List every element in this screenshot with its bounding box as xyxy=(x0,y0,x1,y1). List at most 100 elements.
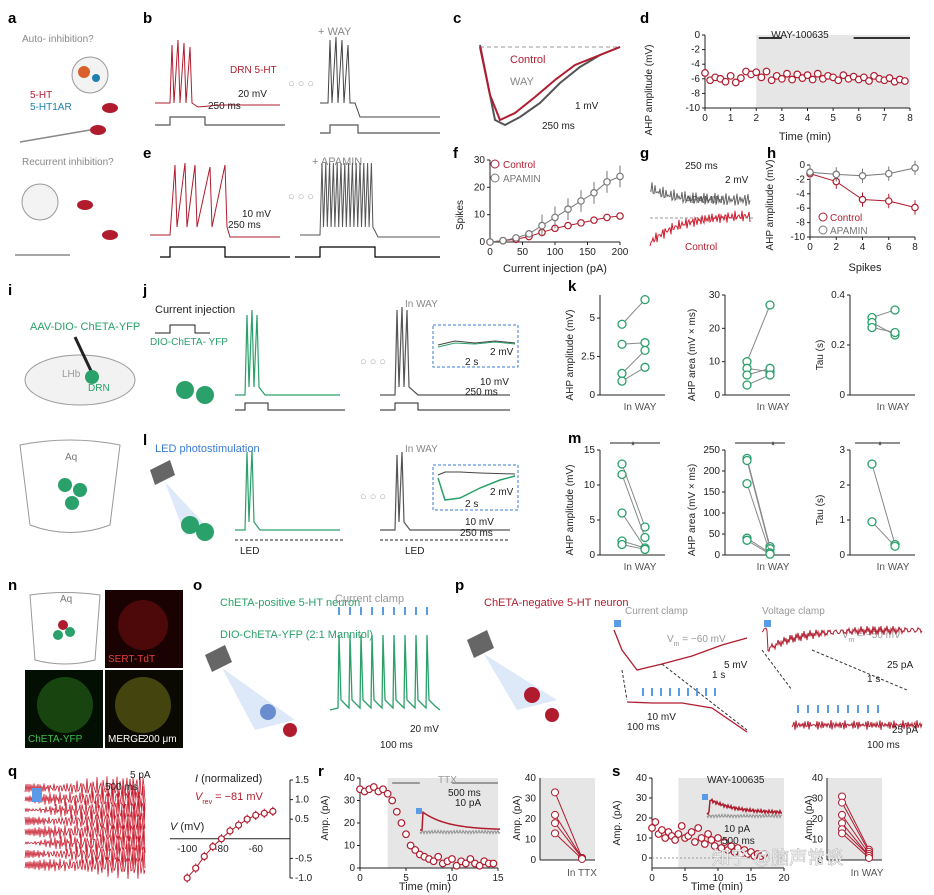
y-tick-label: 10 xyxy=(584,480,596,491)
legend-marker-control xyxy=(818,212,828,222)
x-tick-label: 20 xyxy=(778,873,790,884)
data-point xyxy=(867,322,877,333)
ellipsis-icon: ○ ○ ○ xyxy=(360,356,386,368)
data-point xyxy=(838,798,846,807)
data-point xyxy=(525,230,533,238)
pair-line xyxy=(871,463,896,545)
watermark: 知乎 @脑声常谈 xyxy=(712,848,843,868)
brain-outline-icon xyxy=(24,354,136,406)
scale-mv: 5 mV xyxy=(724,660,748,671)
data-point xyxy=(489,859,498,868)
data-point xyxy=(742,455,752,466)
y-tick-label: 5 xyxy=(589,313,595,324)
aqueduct-label: Aq xyxy=(60,594,72,605)
m-star-3: * xyxy=(878,440,883,452)
y-tick-label: 0 xyxy=(589,390,595,401)
data-point xyxy=(867,517,877,527)
data-point xyxy=(803,71,812,80)
y-tick-label: 40 xyxy=(344,773,356,784)
panel-letter-h: h xyxy=(767,145,777,162)
trace-control xyxy=(150,162,280,238)
y-tick-label: 30 xyxy=(525,794,537,805)
data-point xyxy=(742,380,752,390)
y-tick-label: 20 xyxy=(709,323,721,334)
pair-line xyxy=(841,802,870,853)
trace-zoom-current xyxy=(626,701,748,733)
data-point xyxy=(697,834,706,842)
data-point xyxy=(383,789,392,798)
data-point xyxy=(788,75,797,84)
ramp-traces xyxy=(24,776,146,879)
panel-r: 0 5 10 15 0 10 20 30 40 TTX Amp. (pA) Time (min)… xyxy=(320,773,597,893)
data-point xyxy=(885,74,894,82)
data-point xyxy=(551,213,559,222)
legend-marker-apamin xyxy=(490,173,500,183)
legend-control: Control xyxy=(503,160,535,171)
legend-apamin: APAMIN xyxy=(503,174,541,185)
m-y2-label: AHP area (mV × ms) xyxy=(687,464,698,556)
series xyxy=(806,160,919,215)
y-tick-label: 0 xyxy=(641,853,647,864)
x-tick-label: 8 xyxy=(907,113,913,124)
data-point xyxy=(704,830,712,838)
scale-pa: 25 pA xyxy=(887,660,913,671)
data-point xyxy=(617,539,627,550)
neuron-icon xyxy=(58,620,68,630)
ramp-trace xyxy=(24,785,146,813)
data-point xyxy=(765,549,775,559)
neuron-icon xyxy=(181,516,199,534)
led-pulses xyxy=(642,688,716,696)
led-pulse xyxy=(415,607,417,615)
data-point xyxy=(590,216,598,224)
neuron-icon xyxy=(102,103,118,113)
title-led: LED photostimulation xyxy=(155,443,260,455)
y-tick-label: 200 xyxy=(703,466,720,477)
data-point xyxy=(577,197,585,205)
scale-mv: 20 mV xyxy=(238,89,267,100)
time-course-chart: 0 5 10 15 20 0 10 20 30 40 xyxy=(636,773,790,884)
scale-ms: 250 ms xyxy=(228,220,261,231)
y-tick-label: 5 xyxy=(589,515,595,526)
stimulus-step xyxy=(320,124,440,134)
data-point xyxy=(640,294,650,305)
led-pulse xyxy=(847,705,849,713)
label-control: Control xyxy=(510,54,545,66)
y-tick-label: 40 xyxy=(525,773,537,784)
y-axis-label: AHP amplitude (mV) xyxy=(765,160,776,251)
vrev-label: Vrev = −81 mV xyxy=(195,791,263,806)
time-course-chart: 0 5 10 15 0 10 20 30 40 xyxy=(344,773,504,884)
inset-trace-control xyxy=(420,810,501,831)
y-tick-label: 40 xyxy=(636,773,648,784)
data-point xyxy=(452,861,461,870)
data-point xyxy=(226,827,234,835)
receptor-icon xyxy=(92,74,100,82)
x-tick-label: -80 xyxy=(214,844,229,855)
pair-y-label: Amp. (pA) xyxy=(512,795,523,840)
data-point xyxy=(590,188,598,197)
led-pulse xyxy=(797,705,799,713)
y-tick-label: 1 xyxy=(839,515,845,526)
trace-way xyxy=(320,36,440,118)
data-point xyxy=(813,69,822,78)
led-pulse xyxy=(651,688,653,696)
y-tick-label: 0 xyxy=(714,550,720,561)
data-point xyxy=(890,305,900,315)
data-point xyxy=(434,852,443,861)
x-tick-label: -60 xyxy=(248,844,263,855)
panel-letter-g: g xyxy=(640,145,650,162)
inset-trace-way xyxy=(706,813,783,819)
trace-way xyxy=(380,306,510,396)
pair-line xyxy=(841,814,870,855)
inset-scale-mv: 2 mV xyxy=(490,487,514,498)
cell-label: DIO-ChETA- YFP xyxy=(150,337,228,348)
x-tick-label: 4 xyxy=(805,113,811,124)
data-point xyxy=(671,836,679,844)
data-point xyxy=(757,73,766,82)
m-cond-3: In WAY xyxy=(877,562,910,573)
drug-label: WAY-100635 xyxy=(707,775,765,786)
inset-scale-mv: 2 mV xyxy=(490,347,514,358)
panel-o: ChETA-positive 5-HT neuron DIO-ChETA-YFP… xyxy=(205,593,441,751)
y-tick-label: 20 xyxy=(525,814,537,825)
panels-k-m-paired-plots: 02.55010203000.20.4051015050100150200250… xyxy=(565,290,915,573)
drug-shading xyxy=(827,778,882,860)
